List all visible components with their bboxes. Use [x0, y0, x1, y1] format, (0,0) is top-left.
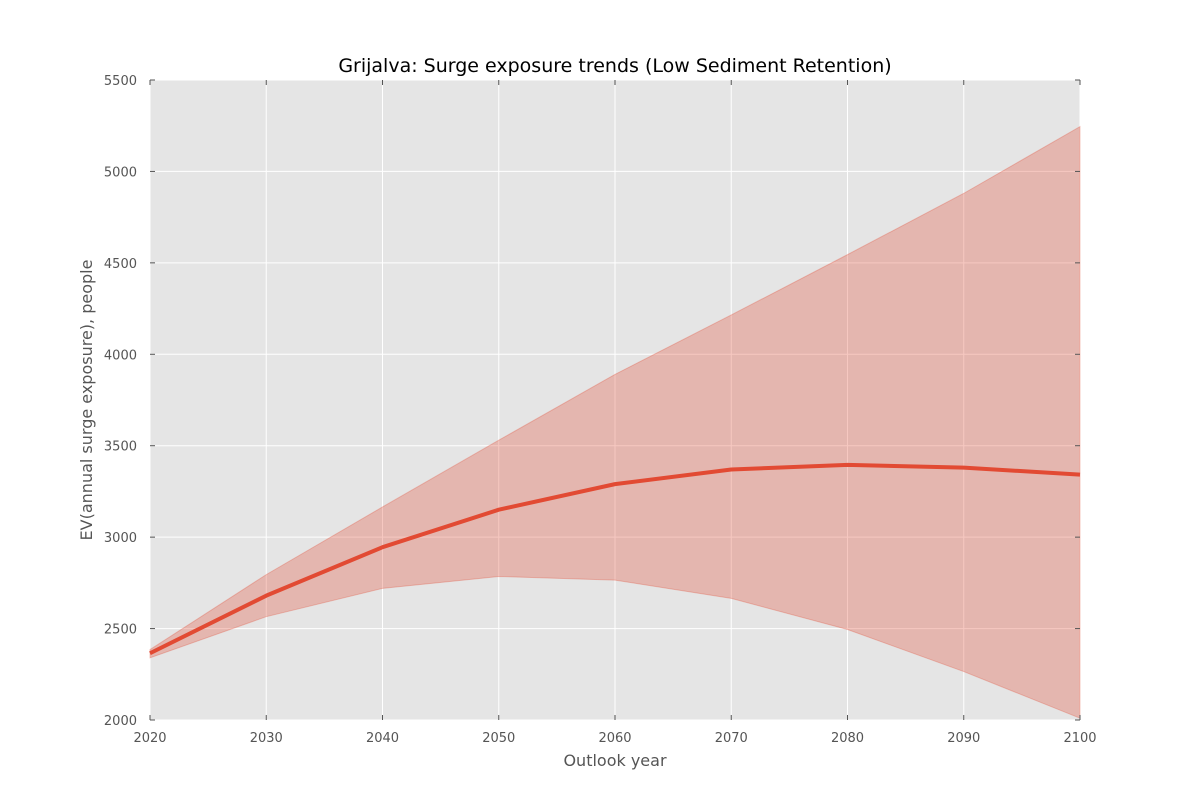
x-tick-label: 2060: [598, 731, 631, 746]
mean-exposure-line: [149, 462, 1081, 656]
y-axis-label: EV(annual surge exposure), people: [77, 260, 96, 541]
series-line: [149, 462, 1081, 656]
chart-title: Grijalva: Surge exposure trends (Low Sed…: [338, 55, 891, 77]
x-tick-label: 2100: [1063, 731, 1096, 746]
x-tick-label: 2090: [947, 731, 980, 746]
y-tick-label: 2500: [104, 623, 137, 638]
x-tick-label: 2050: [482, 731, 515, 746]
y-tick-label: 3500: [104, 440, 137, 455]
y-tick-label: 3000: [104, 531, 137, 546]
x-tick-label: 2040: [366, 731, 399, 746]
y-tick-label: 2000: [104, 714, 137, 729]
x-tick-label: 2070: [715, 731, 748, 746]
y-tick-label: 5000: [104, 165, 137, 180]
x-tick-label: 2030: [250, 731, 283, 746]
x-tick-label: 2080: [831, 731, 864, 746]
x-tick-label: 2020: [133, 731, 166, 746]
y-tick-label: 4000: [104, 348, 137, 363]
axis-ticks: [149, 79, 1081, 721]
y-tick-label: 4500: [104, 257, 137, 272]
y-tick-label: 5500: [104, 74, 137, 89]
x-axis-label: Outlook year: [563, 751, 667, 770]
tick-labels: 2020 2030 2040 2050 2060 2070 2080 2090 2100 2000…: [104, 74, 1097, 746]
